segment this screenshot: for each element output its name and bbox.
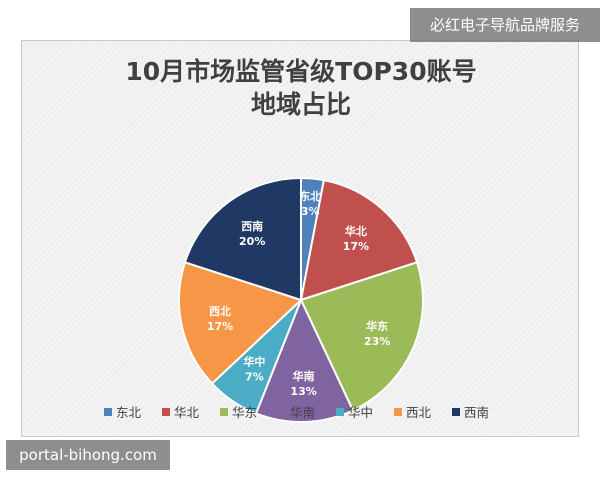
pie-slice-category-label: 华中: [243, 355, 265, 369]
legend-label: 华南: [290, 405, 315, 420]
pie-slice-category-label: 华北: [345, 224, 367, 238]
legend-label: 华北: [174, 405, 200, 420]
pie-slice-value-label: 20%: [239, 235, 265, 248]
legend-swatch: [278, 408, 286, 416]
chart-area: 10月市场监管省级TOP30账号 地域占比 东北 3% 华北 17% 华东 23% 华南 13…: [21, 40, 579, 437]
pie-slice-value-label: 17%: [207, 320, 233, 333]
pie-slices: [178, 176, 424, 423]
pie-slice-4: [254, 297, 355, 423]
legend-label: 华东: [232, 405, 257, 420]
legend-swatch: [394, 408, 402, 416]
pie-slice-7: [183, 176, 302, 302]
chart-title-line-1: 10月市场监管省级TOP30账号: [125, 57, 477, 86]
legend-label: 华中: [348, 405, 373, 420]
pie-slice-2: [299, 178, 419, 302]
pie-slice-value-label: 17%: [343, 240, 369, 253]
pie-slice-3: [299, 261, 424, 412]
legend-swatch: [220, 408, 228, 416]
legend-label: 西南: [464, 405, 489, 420]
legend-label: 东北: [116, 405, 142, 420]
pie-slice-category-label: 西北: [209, 304, 231, 318]
watermark-top: 必红电子导航品牌服务: [410, 8, 600, 42]
pie-slice-category-label: 华南: [293, 369, 315, 383]
chart-legend: 东北 华北 华东 华南 华中 西北 西南: [104, 405, 489, 420]
pie-slice-value-label: 13%: [290, 385, 316, 398]
pie-slice-value-label: 23%: [364, 335, 390, 348]
pie-slice-category-label: 东北: [299, 189, 321, 203]
chart-title: 10月市场监管省级TOP30账号 地域占比: [22, 55, 580, 121]
watermark-bottom: portal-bihong.com: [6, 440, 170, 470]
legend-label: 西北: [406, 405, 432, 420]
pie-slice-category-label: 华东: [366, 319, 388, 333]
legend-swatch: [104, 408, 112, 416]
pie-slice-value-label: 3%: [301, 205, 320, 218]
pie-slice-category-label: 西南: [241, 219, 263, 233]
pie-slice-6: [178, 261, 303, 385]
legend-swatch: [162, 408, 170, 416]
pie-slice-value-label: 7%: [245, 371, 264, 384]
legend-swatch: [336, 408, 344, 416]
legend-swatch: [452, 408, 460, 416]
chart-title-line-2: 地域占比: [250, 90, 351, 119]
pie-slice-labels: 东北 3% 华北 17% 华东 23% 华南 13% 华中 7% 西北 17% 西南 20%: [207, 189, 390, 398]
